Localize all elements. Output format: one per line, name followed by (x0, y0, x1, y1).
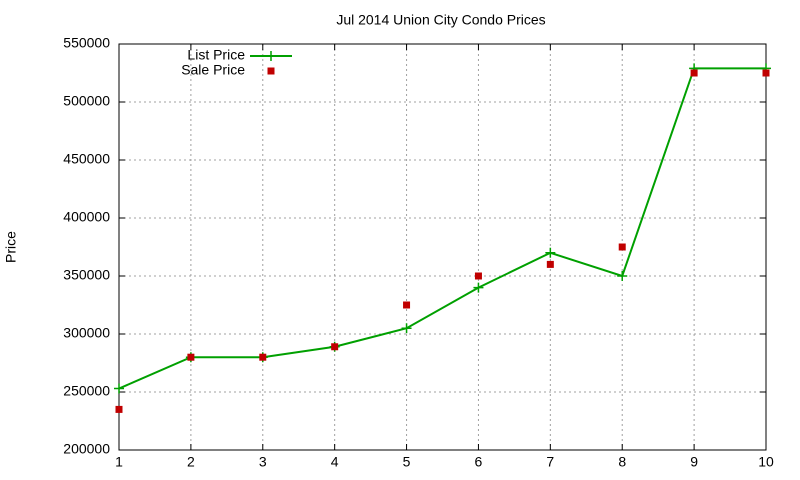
data-point (403, 301, 411, 309)
data-point (545, 247, 556, 258)
y-tick-label: 400000 (63, 209, 110, 225)
chart-title: Jul 2014 Union City Condo Prices (336, 12, 545, 28)
series-line (118, 67, 766, 390)
legend-label: Sale Price (181, 62, 245, 78)
x-tick-label: 10 (758, 454, 774, 470)
x-tick-label: 5 (403, 454, 411, 470)
legend-swatch (266, 51, 276, 61)
plot-border (118, 43, 767, 451)
data-point (474, 272, 482, 280)
y-tick-label: 200000 (63, 441, 110, 457)
data-point (546, 260, 554, 268)
x-tick-label: 4 (331, 454, 339, 470)
y-axis-label: Price (3, 231, 19, 263)
x-tick-label: 3 (259, 454, 267, 470)
data-point (617, 271, 628, 281)
y-tick-label: 450000 (63, 151, 110, 167)
data-point (114, 383, 124, 394)
y-tick-label: 500000 (63, 93, 110, 109)
legend-label: List Price (187, 47, 245, 63)
data-point (115, 405, 123, 413)
data-point (690, 69, 698, 77)
x-tick-label: 7 (546, 454, 554, 470)
y-tick-label: 550000 (63, 35, 110, 51)
x-tick-label: 8 (618, 454, 626, 470)
x-tick-label: 1 (115, 454, 123, 470)
legend-swatch (267, 67, 275, 75)
y-tick-label: 250000 (63, 383, 110, 399)
data-point (618, 243, 626, 251)
x-tick-label: 2 (187, 454, 195, 470)
data-point (762, 69, 770, 77)
x-tick-label: 9 (690, 454, 698, 470)
data-point (473, 282, 484, 293)
y-tick-label: 350000 (63, 267, 110, 283)
data-point (259, 353, 267, 361)
data-point (401, 323, 412, 334)
data-point (187, 353, 195, 361)
y-tick-label: 300000 (63, 325, 110, 341)
x-tick-label: 6 (475, 454, 483, 470)
data-point (331, 343, 339, 351)
